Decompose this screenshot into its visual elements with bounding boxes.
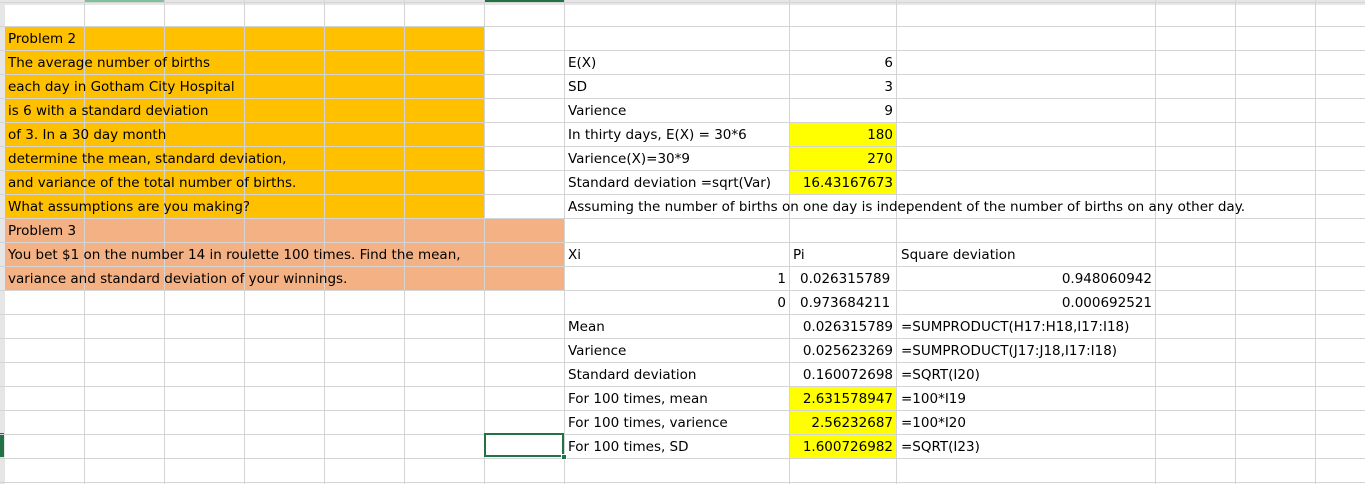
stat-formula[interactable]: =SUMPRODUCT(H17:H18,I17:I18) xyxy=(901,319,1130,335)
pi-value[interactable]: 0.026315789 xyxy=(800,271,891,287)
sqdev-value[interactable]: 0.948060942 xyxy=(1061,271,1152,287)
gridline xyxy=(0,26,1365,27)
highlight-sd xyxy=(789,170,896,194)
problem2-line[interactable]: and variance of the total number of birt… xyxy=(8,175,297,191)
stat-label[interactable]: Mean xyxy=(568,319,605,335)
calc2-value[interactable]: 16.43167673 xyxy=(802,175,893,191)
problem2-line[interactable]: The average number of births xyxy=(8,55,210,71)
gridline xyxy=(0,410,1365,411)
header-pi[interactable]: Pi xyxy=(793,247,805,263)
gridline xyxy=(0,98,1365,99)
gridline xyxy=(0,482,1365,483)
stat-label[interactable]: Varience xyxy=(568,343,627,359)
highlight-180 xyxy=(789,122,896,146)
gridline xyxy=(0,266,1365,267)
highlight-100-sd xyxy=(789,434,896,458)
calc2-value[interactable]: 3 xyxy=(884,79,893,95)
gridline xyxy=(0,290,1365,291)
calc2-label[interactable]: E(X) xyxy=(568,55,597,71)
fill-handle[interactable] xyxy=(561,454,567,460)
gridline xyxy=(0,242,1365,243)
header-xi[interactable]: Xi xyxy=(568,247,581,263)
stat-value[interactable]: 0.026315789 xyxy=(802,319,893,335)
stat-formula[interactable]: =100*I20 xyxy=(901,415,966,431)
gridline xyxy=(0,146,1365,147)
column-header-highlight xyxy=(84,0,164,3)
gridline xyxy=(0,194,1365,195)
problem3-line[interactable]: You bet $1 on the number 14 in roulette … xyxy=(8,247,461,263)
gridline xyxy=(0,2,1365,3)
gridline xyxy=(0,314,1365,315)
gridline xyxy=(0,386,1365,387)
header-square-deviation[interactable]: Square deviation xyxy=(901,247,1016,263)
pi-value[interactable]: 0.973684211 xyxy=(800,295,891,311)
calc2-label[interactable]: In thirty days, E(X) = 30*6 xyxy=(568,127,747,143)
stat-formula[interactable]: =SUMPRODUCT(J17:J18,I17:I18) xyxy=(901,343,1118,359)
calc2-value[interactable]: 180 xyxy=(867,127,893,143)
stat-formula[interactable]: =SQRT(I20) xyxy=(901,367,980,383)
problem2-line[interactable]: determine the mean, standard deviation, xyxy=(8,151,287,167)
problem2-line[interactable]: What assumptions are you making? xyxy=(8,199,251,215)
calc2-value[interactable]: 6 xyxy=(884,55,893,71)
stat-label[interactable]: For 100 times, SD xyxy=(568,439,689,455)
active-cell-selection[interactable] xyxy=(484,433,564,457)
stat-label[interactable]: For 100 times, mean xyxy=(568,391,708,407)
highlight-270 xyxy=(789,146,896,170)
stat-value[interactable]: 2.56232687 xyxy=(811,415,893,431)
stat-value[interactable]: 0.160072698 xyxy=(802,367,893,383)
gridline xyxy=(0,434,1365,435)
calc2-label[interactable]: Varience xyxy=(568,103,627,119)
gridline xyxy=(0,122,1365,123)
gridline xyxy=(0,74,1365,75)
stat-formula[interactable]: =100*I19 xyxy=(901,391,966,407)
gridline xyxy=(0,458,1365,459)
problem2-line[interactable]: each day in Gotham City Hospital xyxy=(8,79,235,95)
stat-value[interactable]: 2.631578947 xyxy=(802,391,893,407)
calc2-value[interactable]: 9 xyxy=(884,103,893,119)
xi-value[interactable]: 1 xyxy=(777,271,786,287)
problem3-line[interactable]: variance and standard deviation of your … xyxy=(8,271,348,287)
stat-value[interactable]: 0.025623269 xyxy=(802,343,893,359)
stat-value[interactable]: 1.600726982 xyxy=(802,439,893,455)
calc2-label[interactable]: SD xyxy=(568,79,587,95)
active-row-header xyxy=(0,433,4,457)
calc2-label[interactable]: Varience(X)=30*9 xyxy=(568,151,690,167)
active-column-header xyxy=(484,0,564,3)
problem2-line[interactable]: is 6 with a standard deviation xyxy=(8,103,209,119)
stat-label[interactable]: For 100 times, varience xyxy=(568,415,728,431)
assumption-text[interactable]: Assuming the number of births on one day… xyxy=(568,199,1246,215)
problem3-line[interactable]: Problem 3 xyxy=(8,223,77,239)
calc2-label[interactable]: Standard deviation =sqrt(Var) xyxy=(568,175,772,191)
stat-label[interactable]: Standard deviation xyxy=(568,367,697,383)
xi-value[interactable]: 0 xyxy=(777,295,786,311)
gridline xyxy=(0,338,1365,339)
problem2-line[interactable]: of 3. In a 30 day month xyxy=(8,127,167,143)
highlight-100-mean xyxy=(789,386,896,410)
problem3-fill xyxy=(5,218,564,290)
highlight-100-var xyxy=(789,410,896,434)
gridline xyxy=(0,50,1365,51)
gridline xyxy=(0,218,1365,219)
gridline xyxy=(0,170,1365,171)
gridline xyxy=(0,362,1365,363)
calc2-value[interactable]: 270 xyxy=(867,151,893,167)
sqdev-value[interactable]: 0.000692521 xyxy=(1061,295,1152,311)
stat-formula[interactable]: =SQRT(I23) xyxy=(901,439,980,455)
problem2-line[interactable]: Problem 2 xyxy=(8,31,77,47)
